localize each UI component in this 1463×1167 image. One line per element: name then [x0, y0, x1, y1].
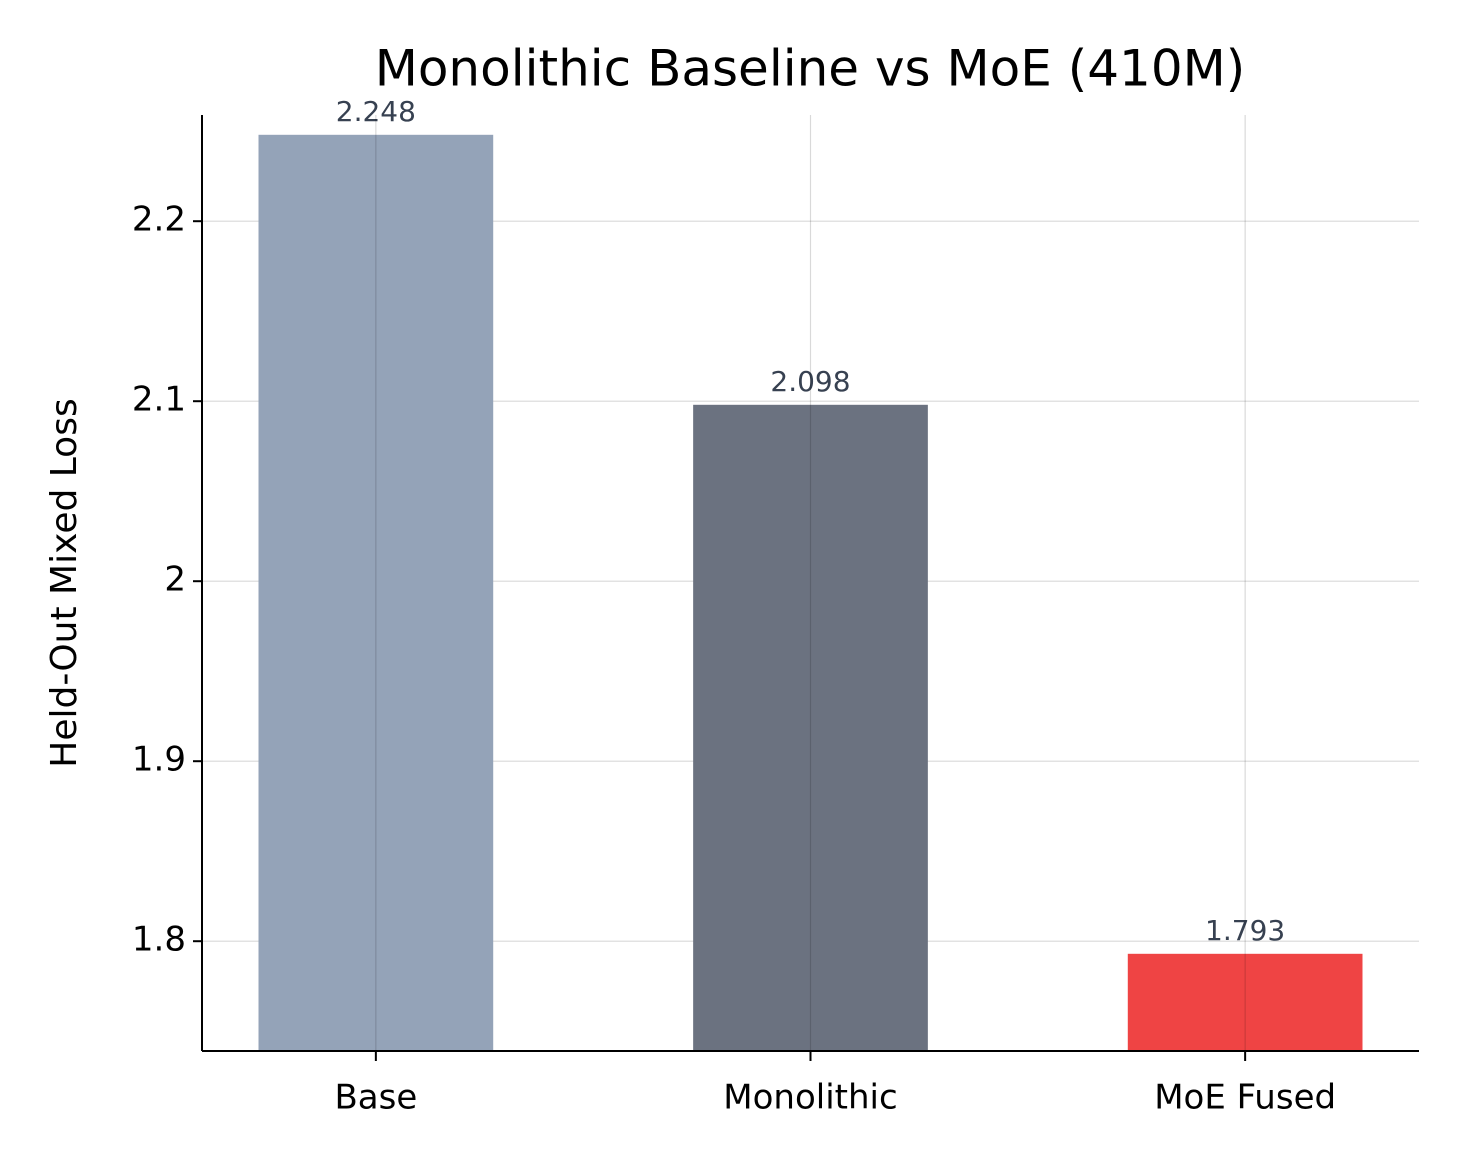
value-label: 1.793: [1205, 914, 1285, 947]
y-tick-label: 2: [164, 560, 186, 600]
bar: [258, 134, 494, 1052]
y-tick-label: 1.8: [132, 920, 186, 960]
x-tick-label: MoE Fused: [1154, 1078, 1336, 1118]
bar: [1127, 953, 1363, 1051]
value-label: 2.098: [770, 365, 850, 398]
value-label: 2.248: [336, 95, 416, 128]
y-tick-label: 2.2: [132, 200, 186, 240]
chart-title: Monolithic Baseline vs MoE (410M): [375, 40, 1246, 98]
y-tick-label: 1.9: [132, 740, 186, 780]
x-tick-label: Monolithic: [723, 1078, 897, 1118]
y-tick-label: 2.1: [132, 380, 186, 420]
bar: [693, 404, 928, 1051]
y-axis-label: Held-Out Mixed Loss: [44, 398, 85, 767]
x-tick-label: Base: [334, 1078, 417, 1118]
